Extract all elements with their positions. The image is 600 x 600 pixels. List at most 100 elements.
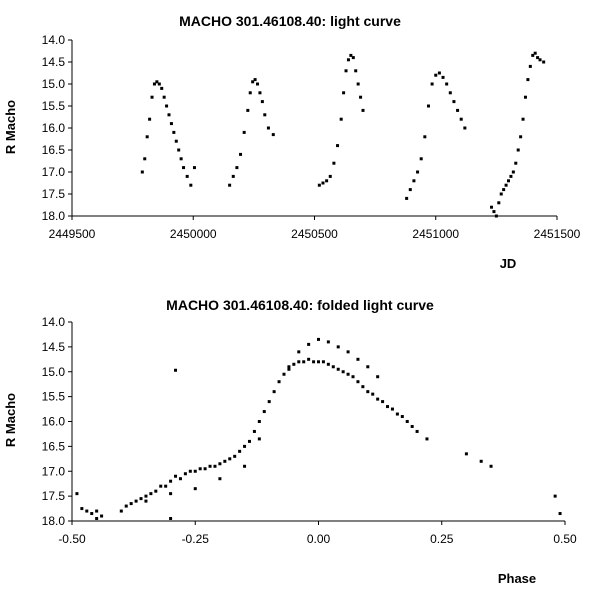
data-point (410, 424, 414, 428)
y-tick-label: 15.5 (42, 390, 66, 404)
data-point (356, 82, 360, 86)
x-tick-label: 2449500 (49, 227, 96, 241)
data-point (185, 174, 189, 178)
data-point (256, 82, 260, 86)
data-point (235, 166, 239, 170)
data-point (425, 437, 429, 441)
folded-light-curve-chart: MACHO 301.46108.40: folded light curve R… (3, 297, 577, 586)
data-point (238, 449, 242, 453)
data-point (124, 504, 128, 508)
data-point (531, 53, 535, 57)
data-point (140, 170, 144, 174)
data-point (317, 337, 320, 341)
y-tick-label: 16.5 (42, 143, 66, 157)
data-point (272, 390, 276, 394)
chart-title: MACHO 301.46108.40: light curve (179, 13, 401, 29)
data-point (356, 357, 360, 361)
data-point (489, 464, 493, 468)
x-tick-label: 0.50 (553, 532, 577, 546)
data-point (243, 444, 247, 448)
data-point (341, 370, 345, 374)
data-point (271, 133, 275, 137)
y-tick-label: 14.5 (42, 55, 66, 69)
data-point (423, 135, 427, 139)
data-point (95, 517, 99, 521)
data-point (165, 104, 169, 108)
x-tick-label: 2451000 (412, 227, 459, 241)
data-point (437, 71, 441, 75)
y-tick-label: 16.0 (42, 415, 66, 429)
data-point (172, 130, 176, 134)
data-point (346, 58, 350, 62)
data-point (356, 380, 360, 384)
data-point (75, 492, 79, 496)
data-point (419, 157, 423, 161)
y-tick-label: 15.0 (42, 77, 66, 91)
data-point (328, 174, 332, 178)
data-point (157, 82, 161, 86)
data-point (179, 157, 183, 161)
data-point (242, 130, 246, 134)
data-point (228, 457, 232, 461)
y-tick-label: 17.5 (42, 489, 66, 503)
data-point (317, 183, 321, 187)
data-point (459, 117, 463, 121)
data-point (192, 166, 196, 170)
y-axis-label: R Macho (3, 393, 18, 447)
data-point (361, 385, 365, 389)
data-point (516, 148, 520, 152)
data-point (154, 489, 158, 493)
data-point (145, 135, 149, 139)
data-point (160, 86, 164, 90)
y-tick-label: 17.0 (42, 165, 66, 179)
data-point (514, 161, 518, 165)
y-tick-label: 14.0 (42, 33, 66, 47)
data-point (246, 108, 250, 112)
data-point (371, 392, 375, 396)
data-point (297, 360, 301, 364)
data-point (502, 188, 506, 192)
data-point (499, 192, 503, 196)
data-point (90, 512, 94, 516)
data-point (178, 477, 182, 481)
data-point (251, 80, 255, 84)
data-point (416, 170, 420, 174)
data-point (542, 60, 546, 64)
data-point (252, 429, 256, 433)
x-axis-label: Phase (498, 571, 536, 586)
data-point (162, 95, 166, 99)
data-point (100, 514, 104, 518)
data-point (174, 139, 178, 143)
data-point (405, 420, 409, 423)
data-point (139, 497, 143, 501)
data-point (354, 69, 358, 73)
data-point (479, 459, 483, 463)
y-tick-label: 15.5 (42, 99, 66, 113)
data-point (198, 467, 202, 471)
data-point (188, 469, 192, 473)
data-point (174, 474, 178, 478)
y-tick-label: 15.0 (42, 365, 66, 379)
data-point (538, 58, 542, 62)
data-point (351, 375, 355, 379)
data-point (326, 362, 330, 366)
data-point (430, 82, 434, 86)
x-tick-label: 0.00 (307, 532, 331, 546)
chart-title: MACHO 301.46108.40: folded light curve (166, 297, 434, 313)
data-point (266, 126, 270, 130)
data-point (307, 357, 311, 361)
data-point (143, 157, 147, 161)
data-point (231, 174, 235, 178)
data-point (359, 95, 363, 99)
data-point (321, 181, 325, 185)
data-point (193, 487, 197, 491)
data-point (494, 214, 498, 218)
data-point (361, 108, 365, 112)
data-point (307, 342, 311, 346)
data-point (344, 69, 348, 73)
data-point (223, 459, 227, 463)
x-axis-label: JD (500, 256, 517, 271)
data-point (150, 95, 154, 99)
data-point (257, 420, 261, 423)
data-point (342, 91, 346, 95)
